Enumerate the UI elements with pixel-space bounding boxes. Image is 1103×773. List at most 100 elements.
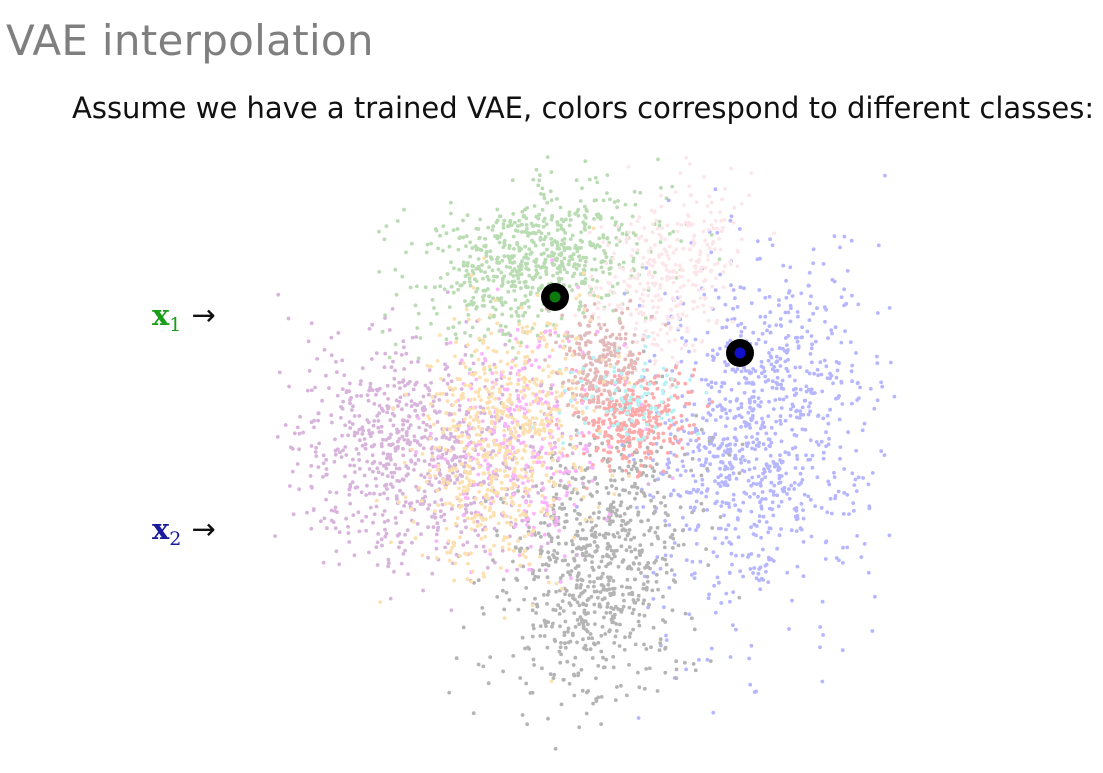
- scatter-point-gray: [646, 579, 650, 584]
- scatter-point-pink: [673, 262, 678, 267]
- scatter-point-orange: [436, 503, 441, 507]
- scatter-point-purple: [322, 516, 327, 521]
- scatter-point-orange: [531, 451, 535, 455]
- scatter-point-purple: [273, 534, 277, 538]
- scatter-point-purple: [363, 446, 368, 451]
- scatter-point-orange: [486, 389, 491, 394]
- scatter-point-green: [468, 283, 473, 288]
- scatter-point-blue: [684, 339, 689, 343]
- scatter-point-green: [394, 292, 399, 297]
- scatter-point-gray: [549, 466, 554, 470]
- scatter-point-cyan: [602, 375, 607, 380]
- scatter-point-blue: [706, 382, 711, 387]
- scatter-point-purple: [307, 368, 312, 373]
- scatter-point-purple: [336, 331, 341, 335]
- scatter-point-purple: [499, 416, 504, 420]
- scatter-point-orange: [582, 307, 587, 312]
- scatter-point-gray: [542, 593, 546, 597]
- scatter-point-red: [622, 382, 627, 387]
- scatter-point-green: [567, 259, 572, 263]
- scatter-point-blue: [766, 358, 771, 363]
- scatter-point-orange: [419, 499, 424, 503]
- scatter-point-green: [593, 176, 598, 180]
- scatter-point-purple: [396, 439, 400, 444]
- scatter-point-green: [457, 267, 461, 272]
- scatter-point-orange: [488, 548, 492, 553]
- scatter-point-blue: [855, 398, 859, 402]
- scatter-point-blue: [868, 386, 873, 391]
- scatter-point-blue: [701, 416, 705, 420]
- scatter-point-pink: [691, 343, 695, 348]
- scatter-point-blue: [747, 397, 752, 402]
- scatter-point-magenta: [486, 467, 490, 472]
- scatter-point-purple: [343, 445, 348, 449]
- scatter-point-cyan: [630, 418, 635, 423]
- scatter-point-purple: [317, 441, 321, 446]
- scatter-point-orange: [524, 491, 528, 496]
- scatter-point-magenta: [510, 420, 515, 425]
- scatter-point-purple: [429, 457, 434, 462]
- scatter-point-blue: [795, 564, 800, 569]
- scatter-point-magenta: [474, 377, 479, 382]
- scatter-point-blue: [715, 230, 720, 235]
- scatter-point-purple: [413, 461, 418, 466]
- scatter-point-brown: [560, 313, 565, 318]
- scatter-point-blue: [786, 348, 790, 352]
- scatter-point-pink: [678, 171, 683, 176]
- scatter-point-magenta: [499, 328, 503, 333]
- scatter-point-orange: [478, 375, 482, 380]
- scatter-point-green: [556, 222, 560, 227]
- scatter-point-blue: [733, 527, 738, 531]
- scatter-point-gray: [552, 672, 557, 677]
- scatter-point-gray: [588, 579, 592, 584]
- scatter-point-orange: [448, 550, 453, 555]
- scatter-point-purple: [327, 386, 331, 390]
- scatter-point-blue: [861, 476, 865, 480]
- scatter-point-red: [565, 453, 570, 458]
- scatter-point-pink: [635, 276, 640, 281]
- scatter-point-blue: [771, 493, 776, 497]
- scatter-point-blue: [840, 648, 845, 653]
- scatter-point-purple: [369, 357, 374, 361]
- scatter-point-orange: [526, 386, 531, 391]
- scatter-point-red: [642, 451, 647, 455]
- scatter-point-orange: [485, 487, 490, 492]
- scatter-point-orange: [541, 368, 545, 373]
- scatter-point-purple: [314, 454, 319, 458]
- scatter-point-red: [684, 401, 688, 406]
- scatter-point-gray: [553, 608, 558, 613]
- scatter-point-orange: [472, 520, 476, 524]
- scatter-point-gray: [575, 491, 580, 495]
- scatter-point-pink: [671, 250, 676, 255]
- scatter-point-orange: [426, 414, 430, 418]
- scatter-point-blue: [644, 266, 649, 270]
- scatter-point-green: [510, 269, 515, 274]
- scatter-point-green: [527, 273, 532, 278]
- scatter-point-blue: [774, 360, 779, 365]
- scatter-point-red: [631, 430, 636, 435]
- scatter-point-pink: [647, 272, 651, 277]
- scatter-point-blue: [749, 370, 754, 375]
- scatter-point-purple: [445, 381, 450, 386]
- scatter-point-gray: [627, 634, 632, 639]
- scatter-point-red: [645, 387, 650, 391]
- scatter-point-magenta: [543, 496, 547, 500]
- scatter-point-orange: [501, 510, 505, 515]
- scatter-point-green: [526, 267, 530, 272]
- scatter-point-blue: [693, 361, 698, 365]
- scatter-point-blue: [680, 394, 685, 398]
- scatter-point-purple: [422, 459, 427, 463]
- scatter-point-brown: [614, 308, 618, 313]
- scatter-point-pink: [636, 272, 641, 276]
- scatter-point-purple: [380, 406, 384, 411]
- scatter-point-pink: [706, 258, 710, 262]
- scatter-point-purple: [311, 508, 316, 513]
- scatter-point-green: [643, 316, 648, 320]
- scatter-point-orange: [507, 427, 512, 432]
- scatter-point-red: [674, 420, 678, 425]
- scatter-point-purple: [526, 494, 531, 498]
- scatter-point-purple: [383, 534, 388, 539]
- scatter-point-green: [541, 224, 546, 229]
- scatter-point-cyan: [660, 388, 665, 393]
- scatter-point-blue: [728, 462, 733, 467]
